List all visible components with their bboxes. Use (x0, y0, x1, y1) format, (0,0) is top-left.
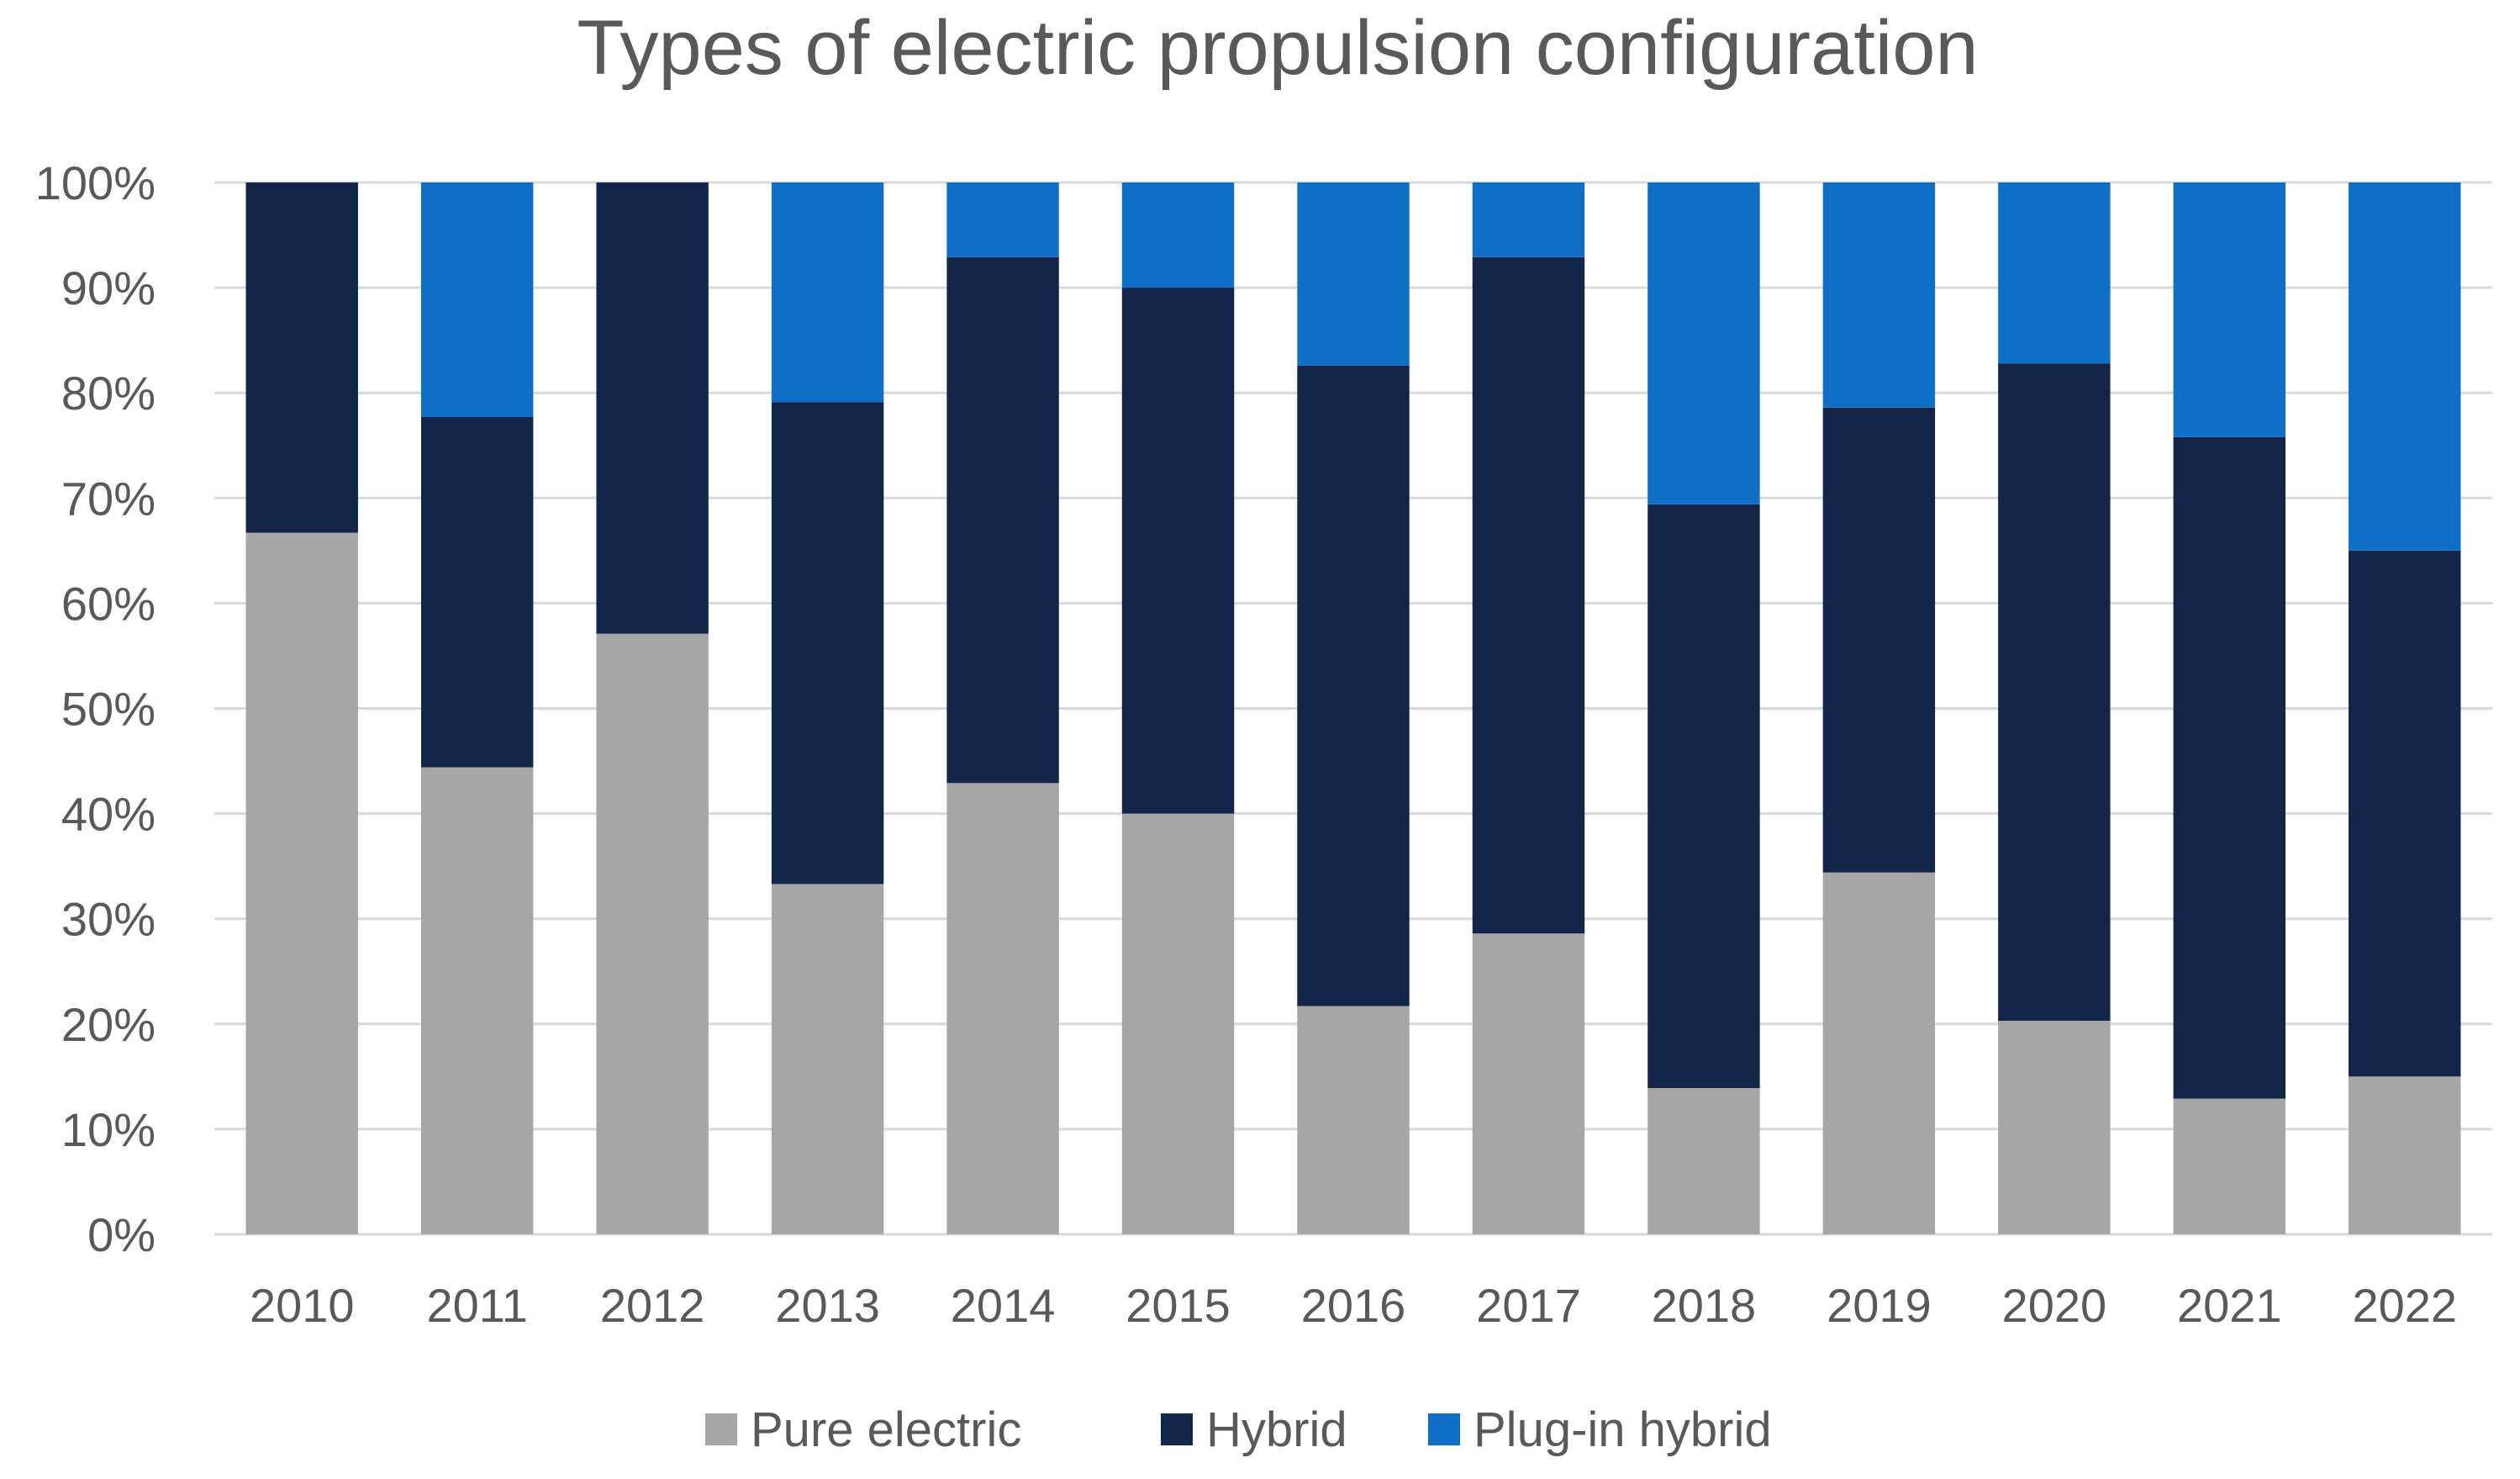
bar-plug-in-hybrid-2017 (1472, 182, 1585, 257)
bar-hybrid-2019 (1822, 407, 1936, 873)
y-tick-label: 40% (61, 788, 156, 841)
legend-label: Pure electric (751, 1402, 1021, 1457)
y-tick-label: 80% (61, 367, 156, 420)
bar-plug-in-hybrid-2011 (420, 182, 534, 417)
bar-pure-electric-2015 (1121, 813, 1235, 1234)
bar-pure-electric-2022 (2349, 1076, 2461, 1234)
x-tick-label: 2013 (775, 1279, 880, 1332)
bar-plug-in-hybrid-2019 (1822, 182, 1936, 408)
bar-plug-in-hybrid-2014 (946, 182, 1059, 257)
legend-swatch (705, 1413, 737, 1445)
legend-item-hybrid: Hybrid (1161, 1402, 1347, 1457)
legend-label: Hybrid (1206, 1402, 1347, 1457)
legend-label: Plug-in hybrid (1474, 1402, 1772, 1457)
bar-hybrid-2022 (2349, 550, 2461, 1077)
bar-pure-electric-2020 (1998, 1021, 2111, 1234)
bar-plug-in-hybrid-2020 (1998, 182, 2111, 364)
x-tick-label: 2016 (1301, 1279, 1406, 1332)
y-tick-label: 30% (61, 893, 156, 946)
x-tick-label: 2015 (1126, 1279, 1231, 1332)
legend-item-pure-electric: Pure electric (705, 1402, 1021, 1457)
bar-pure-electric-2011 (420, 767, 534, 1234)
y-tick-label: 0% (87, 1208, 156, 1261)
bar-hybrid-2011 (420, 416, 534, 768)
bar-pure-electric-2018 (1647, 1088, 1760, 1234)
bar-hybrid-2017 (1472, 256, 1585, 934)
x-tick-label: 2021 (2177, 1279, 2282, 1332)
legend-swatch (1428, 1413, 1460, 1445)
legend-item-plug-in-hybrid: Plug-in hybrid (1428, 1402, 1772, 1457)
bar-hybrid-2021 (2173, 436, 2286, 1099)
chart-title: Types of electric propulsion configurati… (577, 5, 1978, 91)
bar-hybrid-2014 (946, 256, 1059, 784)
bar-hybrid-2013 (771, 402, 884, 885)
legend: Pure electric Hybrid Plug-in hybrid (705, 1402, 1772, 1457)
x-tick-label: 2017 (1476, 1279, 1581, 1332)
bar-plug-in-hybrid-2018 (1647, 182, 1760, 504)
bar-hybrid-2016 (1297, 365, 1410, 1006)
bar-hybrid-2015 (1121, 288, 1235, 814)
bar-pure-electric-2013 (771, 884, 884, 1234)
bar-pure-electric-2012 (596, 633, 709, 1234)
x-axis-ticks: 2010 2011 2012 2013 2014 2015 2016 2017 2018 2019… (250, 1279, 2457, 1332)
bar-pure-electric-2017 (1472, 933, 1585, 1234)
y-tick-label: 100% (35, 156, 156, 209)
x-tick-label: 2022 (2352, 1279, 2457, 1332)
bar-pure-electric-2019 (1822, 872, 1936, 1234)
bar-hybrid-2018 (1647, 504, 1760, 1089)
bar-hybrid-2012 (596, 182, 709, 634)
bar-pure-electric-2016 (1297, 1006, 1410, 1234)
y-tick-label: 90% (61, 261, 156, 314)
x-tick-label: 2018 (1652, 1279, 1757, 1332)
y-tick-label: 60% (61, 577, 156, 630)
bar-plug-in-hybrid-2022 (2349, 182, 2461, 551)
bar-pure-electric-2014 (946, 783, 1059, 1234)
bar-pure-electric-2021 (2173, 1098, 2286, 1234)
bar-plug-in-hybrid-2015 (1121, 182, 1235, 288)
bar-hybrid-2010 (245, 182, 358, 533)
x-tick-label: 2010 (250, 1279, 355, 1332)
y-tick-label: 70% (61, 472, 156, 525)
x-tick-label: 2014 (951, 1279, 1056, 1332)
legend-swatch (1161, 1413, 1193, 1445)
bar-hybrid-2020 (1998, 363, 2111, 1022)
y-tick-label: 50% (61, 683, 156, 736)
bars (245, 182, 2461, 1234)
bar-plug-in-hybrid-2016 (1297, 182, 1410, 366)
x-tick-label: 2020 (2002, 1279, 2107, 1332)
x-tick-label: 2012 (600, 1279, 705, 1332)
bar-plug-in-hybrid-2021 (2173, 182, 2286, 437)
y-tick-label: 20% (61, 998, 156, 1051)
bar-plug-in-hybrid-2013 (771, 182, 884, 403)
y-axis-ticks: 0% 10% 20% 30% 40% 50% 60% 70% 80% 90% 100% (35, 156, 156, 1261)
x-tick-label: 2019 (1827, 1279, 1932, 1332)
y-tick-label: 10% (61, 1103, 156, 1156)
bar-pure-electric-2010 (245, 532, 358, 1234)
x-tick-label: 2011 (426, 1279, 527, 1332)
